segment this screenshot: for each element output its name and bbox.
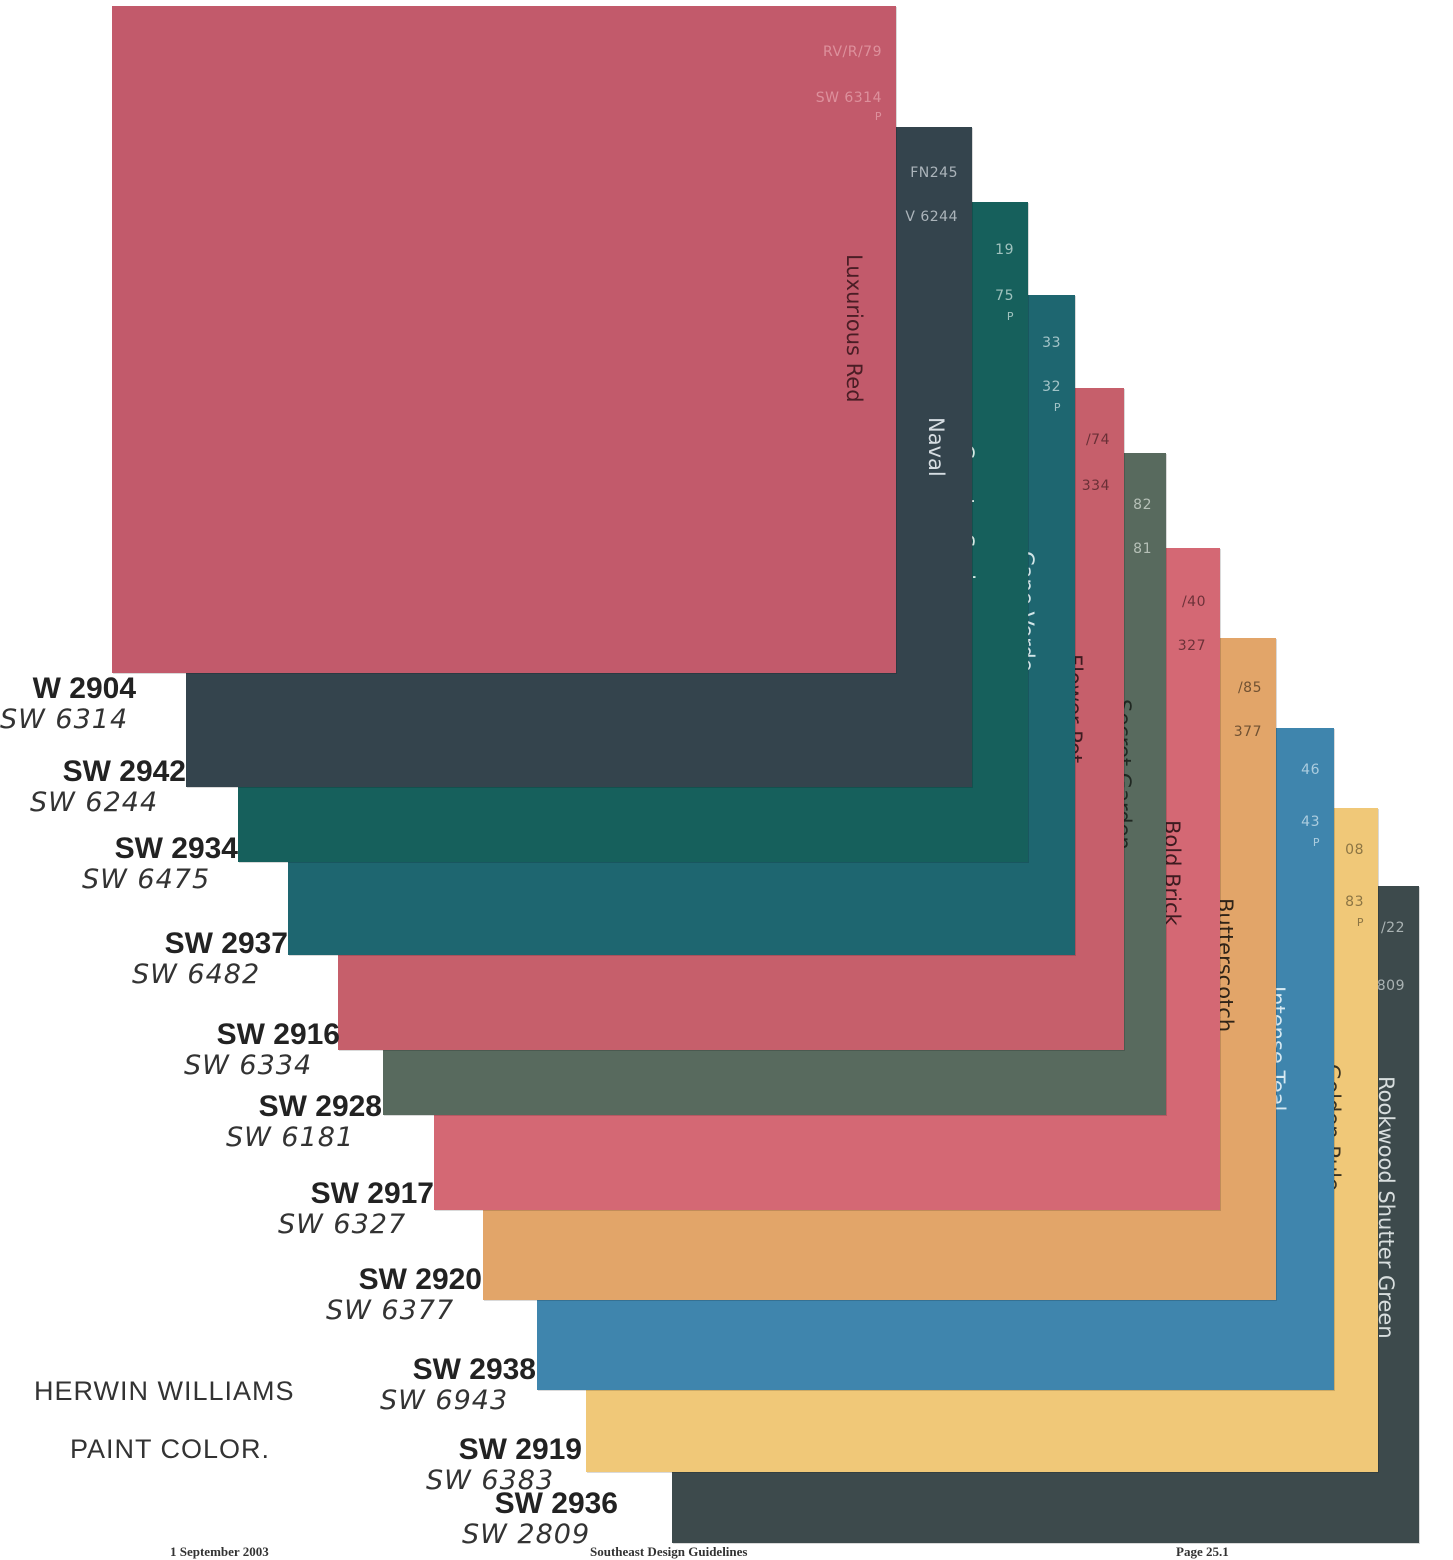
- chip-code: 327: [1177, 638, 1206, 654]
- chip-code: P: [1053, 401, 1061, 414]
- label-naval: SW 2942 SW 6244: [30, 756, 186, 818]
- typed-number: SW 2917: [310, 1177, 434, 1210]
- label-bold-brick: SW 2917 SW 6327: [278, 1178, 434, 1240]
- footer-page: Page 25.1: [1176, 1544, 1229, 1559]
- typed-number: SW 2942: [62, 755, 186, 788]
- label-flower-pot: SW 2916 SW 6334: [184, 1019, 340, 1081]
- chip-code: /40: [1181, 594, 1206, 610]
- chip-code: 43: [1301, 814, 1320, 830]
- label-butterscotch: SW 2920 SW 6377: [326, 1264, 482, 1326]
- handwritten-number: SW 6314: [0, 704, 129, 735]
- typed-number: SW 2936: [494, 1487, 618, 1520]
- label-cape-verde: SW 2937 SW 6482: [132, 928, 288, 990]
- chip-code: 334: [1081, 478, 1110, 494]
- chip-name: Rookwood Shutter Green: [1374, 1076, 1398, 1339]
- chip-code: P: [874, 110, 882, 123]
- chip-code: 81: [1133, 541, 1152, 557]
- chip-luxurious-red: RV/R/79 SW 6314 P Luxurious Red: [112, 6, 896, 673]
- chip-code: P: [1356, 916, 1364, 929]
- handwritten-number: SW 6244: [30, 787, 159, 818]
- label-country-squire: SW 2934 SW 6475: [82, 833, 238, 895]
- handwritten-number: SW 6482: [132, 959, 261, 990]
- chip-code: P: [1006, 310, 1014, 323]
- chip-code: 32: [1042, 379, 1061, 395]
- label-luxurious-red: W 2904 SW 6314: [0, 673, 136, 735]
- chip-name: Luxurious Red: [842, 254, 866, 403]
- chip-code: 809: [1376, 978, 1405, 994]
- brand-line-2: PAINT COLOR.: [70, 1434, 271, 1464]
- label-rookwood-shutter-green: SW 2936 SW 2809: [462, 1488, 618, 1550]
- chip-code: 82: [1133, 497, 1152, 513]
- chip-code: 75: [995, 288, 1014, 304]
- chip-code: /85: [1237, 680, 1262, 696]
- chip-code: FN245: [910, 165, 958, 181]
- chip-code: /22: [1380, 920, 1405, 936]
- handwritten-number: SW 6943: [380, 1385, 509, 1416]
- handwritten-number: SW 6377: [326, 1295, 455, 1326]
- footer-date: 1 September 2003: [170, 1544, 269, 1559]
- typed-number: SW 2919: [458, 1433, 582, 1466]
- typed-number: SW 2928: [258, 1090, 382, 1123]
- chip-code: 377: [1233, 724, 1262, 740]
- chip-code: SW 6314: [815, 90, 882, 106]
- handwritten-number: SW 6327: [278, 1209, 407, 1240]
- typed-number: SW 2916: [216, 1018, 340, 1051]
- chip-code: RV/R/79: [822, 44, 882, 60]
- typed-number: SW 2934: [114, 832, 238, 865]
- chip-code: V 6244: [905, 209, 958, 225]
- typed-number: SW 2938: [412, 1353, 536, 1386]
- handwritten-number: SW 2809: [462, 1519, 591, 1550]
- typed-number: W 2904: [32, 672, 136, 705]
- label-intense-teal: SW 2938 SW 6943: [380, 1354, 536, 1416]
- chip-code: 46: [1301, 762, 1320, 778]
- chip-code: 08: [1345, 842, 1364, 858]
- label-secret-garden: SW 2928 SW 6181: [226, 1091, 382, 1153]
- handwritten-number: SW 6383: [426, 1465, 555, 1496]
- chip-code: /74: [1085, 432, 1110, 448]
- handwritten-number: SW 6475: [82, 864, 211, 895]
- typed-number: SW 2937: [164, 927, 288, 960]
- footer-title: Southeast Design Guidelines: [590, 1544, 748, 1559]
- chip-name: Naval: [924, 417, 948, 477]
- handwritten-number: SW 6334: [184, 1050, 313, 1081]
- chip-code: P: [1312, 836, 1320, 849]
- chip-code: 33: [1042, 335, 1061, 351]
- handwritten-number: SW 6181: [226, 1122, 355, 1153]
- label-golden-rule: SW 2919 SW 6383: [426, 1434, 582, 1496]
- typed-number: SW 2920: [358, 1263, 482, 1296]
- chip-code: 19: [995, 242, 1014, 258]
- brand-line-1: HERWIN WILLIAMS: [34, 1376, 295, 1406]
- chip-code: 83: [1345, 894, 1364, 910]
